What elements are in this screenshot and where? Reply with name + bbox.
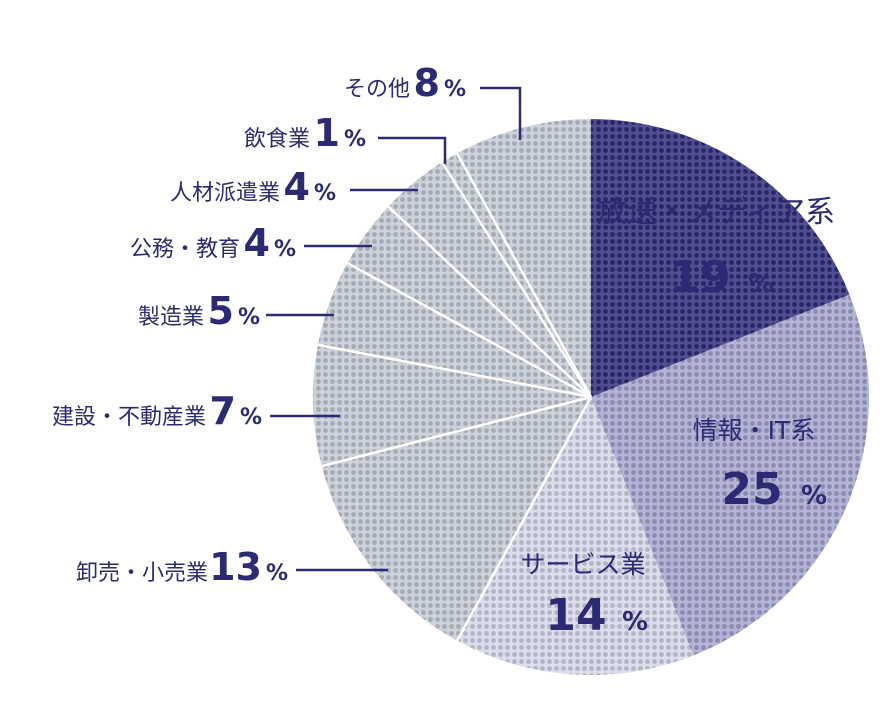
slice-4 xyxy=(312,344,591,467)
separator-6 xyxy=(346,261,592,399)
slice-pct-5: % xyxy=(238,305,260,330)
slice-label-7: 人材派遣業 xyxy=(170,181,280,206)
separator-4 xyxy=(321,395,592,468)
slice-value-6: 4 xyxy=(244,221,270,265)
slice-label-0: 放送・メディア系 xyxy=(597,195,835,230)
slice-pct-3: % xyxy=(266,561,288,586)
leader-line-9 xyxy=(480,86,522,140)
slice-pct-2: % xyxy=(622,607,648,637)
slice-0 xyxy=(591,119,850,397)
separator-8 xyxy=(440,161,593,398)
slice-label-5: 製造業 xyxy=(138,305,204,330)
slice-value-5: 5 xyxy=(208,289,234,333)
slice-value-4: 7 xyxy=(210,389,236,433)
slice-label-3: 卸売・小売業 xyxy=(76,561,208,586)
slice-value-7: 4 xyxy=(284,165,310,209)
separator-7 xyxy=(387,205,592,398)
slice-label-2: サービス業 xyxy=(520,550,645,579)
slice-value-9: 8 xyxy=(414,61,440,105)
slice-pct-6: % xyxy=(274,237,296,262)
slice-3 xyxy=(321,397,591,641)
slice-2 xyxy=(457,397,694,676)
slice-pct-7: % xyxy=(314,181,336,206)
slice-7 xyxy=(388,162,591,397)
separator-3 xyxy=(455,396,593,642)
slice-value-1: 25 xyxy=(721,464,782,515)
separator-9 xyxy=(455,152,593,398)
slice-label-6: 公務・教育 xyxy=(130,237,240,262)
slice-label-1: 情報・IT系 xyxy=(693,416,816,445)
slice-pct-0: % xyxy=(748,269,774,299)
slice-value-0: 19 xyxy=(669,252,730,303)
slice-label-8: 飲食業 xyxy=(244,127,310,152)
slice-pct-8: % xyxy=(344,127,366,152)
separator-5 xyxy=(317,343,592,399)
slice-pct-9: % xyxy=(444,77,466,102)
slice-pct-4: % xyxy=(240,405,262,430)
slice-1 xyxy=(591,294,870,656)
slice-value-8: 1 xyxy=(314,111,340,155)
slice-6 xyxy=(347,206,591,397)
slice-pct-1: % xyxy=(801,481,827,511)
leader-line-8 xyxy=(378,136,447,164)
slice-label-9: その他 xyxy=(344,77,410,102)
slice-5 xyxy=(317,263,591,397)
slice-label-4: 建設・不動産業 xyxy=(52,405,206,430)
slice-value-2: 14 xyxy=(545,590,606,641)
slice-value-3: 13 xyxy=(209,545,262,589)
slice-9 xyxy=(457,119,591,397)
